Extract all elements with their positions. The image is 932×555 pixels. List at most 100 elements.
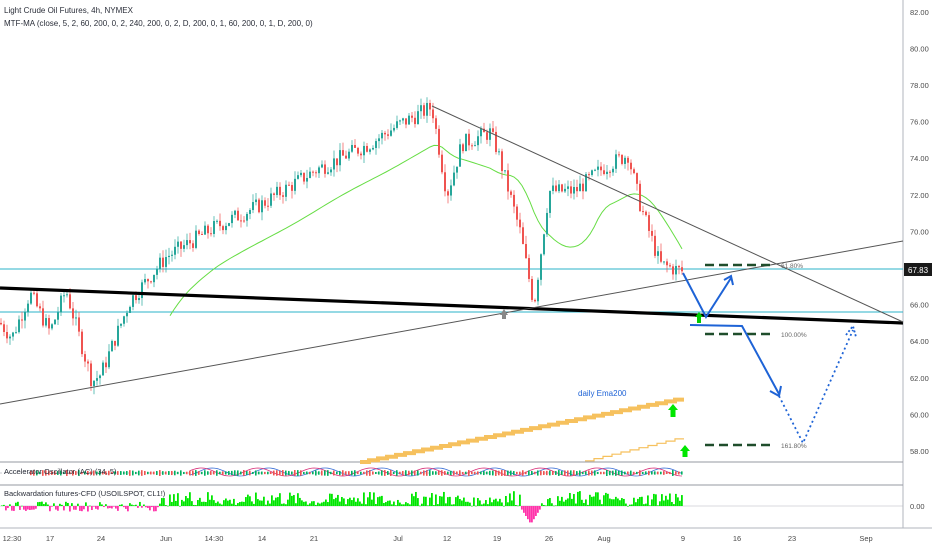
- backwardation-bar-positive: [459, 498, 461, 506]
- forecast-solid-path[interactable]: [682, 272, 732, 319]
- backwardation-bar-positive: [579, 491, 581, 506]
- candle-up: [453, 172, 455, 186]
- backwardation-bar-negative: [79, 506, 81, 511]
- forecast-drop-path[interactable]: [689, 324, 780, 395]
- backwardation-bar-positive: [467, 501, 469, 506]
- trendlines[interactable]: [0, 105, 904, 405]
- candle-down: [522, 227, 524, 245]
- candle-up: [168, 255, 170, 258]
- candle-down: [279, 186, 281, 196]
- backwardation-bar-positive: [475, 505, 477, 507]
- backwardation-bar-positive: [433, 505, 435, 506]
- ac-bar: [675, 471, 677, 475]
- rising-trendline[interactable]: [0, 240, 904, 405]
- backwardation-bar-positive: [517, 505, 519, 507]
- candle-down: [324, 164, 326, 174]
- backwardation-bar-positive: [379, 496, 381, 506]
- backwardation-bar-positive: [285, 504, 287, 506]
- time-tick-label: 17: [46, 534, 54, 543]
- ac-bar: [405, 470, 407, 476]
- backwardation-bar-positive: [411, 493, 413, 506]
- candle-up: [129, 306, 131, 313]
- candle-down: [384, 132, 386, 135]
- backwardation-bar-positive: [175, 500, 177, 506]
- candle-down: [36, 293, 38, 307]
- backwardation-bar-positive: [639, 497, 641, 506]
- backwardation-bar-positive: [443, 491, 445, 506]
- ac-bar: [120, 471, 122, 475]
- ac-bar: [570, 470, 572, 476]
- ac-bar: [522, 470, 524, 476]
- backwardation-bar-positive: [465, 501, 467, 506]
- price-tick-label: 72.00: [910, 191, 929, 200]
- candle-down: [660, 251, 662, 262]
- ac-bar: [597, 471, 599, 475]
- bold-support-trendline[interactable]: [0, 286, 904, 325]
- fib-levels[interactable]: 61.80% 100.00% 161.80%: [705, 263, 807, 450]
- backwardation-bar-positive: [233, 498, 235, 506]
- price-axis[interactable]: 82.0080.0078.0076.0074.0072.0070.0068.00…: [910, 8, 929, 456]
- ac-bar: [78, 470, 80, 476]
- ac-bar: [249, 470, 251, 476]
- candle-up: [399, 120, 401, 122]
- backwardation-bar-positive: [143, 504, 145, 506]
- descending-trendline[interactable]: [431, 105, 904, 323]
- backwardation-bar-positive: [437, 504, 439, 506]
- backwardation-bar-negative: [23, 506, 25, 510]
- backwardation-bar-positive: [371, 499, 373, 506]
- backwardation-bar-positive: [183, 501, 185, 506]
- forecast-path[interactable]: [682, 272, 857, 446]
- candle-up: [615, 154, 617, 169]
- ac-bar: [468, 470, 470, 476]
- horizontal-levels[interactable]: [0, 268, 903, 313]
- up-arrow-icon: [695, 312, 703, 323]
- ac-bar: [480, 471, 482, 475]
- backwardation-bar-positive: [207, 492, 209, 506]
- backwardation-bar-positive: [269, 503, 271, 506]
- backwardation-bar-positive: [621, 498, 623, 506]
- backwardation-bar-positive: [241, 501, 243, 506]
- ac-bar: [111, 471, 113, 475]
- candle-up: [285, 184, 287, 197]
- candle-up: [378, 138, 380, 142]
- backwardation-bar-positive: [503, 505, 505, 507]
- backwardation-bar-positive: [601, 504, 603, 506]
- ac-bar: [108, 470, 110, 476]
- ac-bar: [510, 470, 512, 476]
- backwardation-bar-positive: [179, 505, 181, 507]
- ac-bar: [672, 470, 674, 476]
- backwardation-bar-negative: [115, 506, 117, 509]
- ac-bar: [126, 471, 128, 475]
- candle-down: [291, 185, 293, 191]
- ac-bar: [462, 471, 464, 475]
- price-tick-label: 80.00: [910, 44, 929, 53]
- last-price-label: 67.83: [908, 266, 929, 275]
- ac-bar: [639, 470, 641, 476]
- candle-down: [147, 279, 149, 282]
- symbol-title: Light Crude Oil Futures, 4h, NYMEX: [4, 6, 133, 15]
- backwardation-bar-positive: [669, 493, 671, 506]
- forecast-dotted-path[interactable]: [778, 329, 854, 446]
- ac-bar: [648, 470, 650, 476]
- backwardation-bar-positive: [363, 492, 365, 506]
- ac-bar: [153, 471, 155, 475]
- backwardation-bar-positive: [283, 503, 285, 506]
- ac-bar: [72, 470, 74, 476]
- candle-down: [672, 266, 674, 275]
- backwardation-bar-negative: [125, 506, 127, 509]
- ac-bar: [216, 470, 218, 476]
- candle-up: [504, 170, 506, 172]
- forecast-solid-arrowhead-a: [723, 274, 734, 286]
- backwardation-bar-negative: [529, 506, 531, 523]
- backwardation-bar-positive: [677, 497, 679, 506]
- backwardation-bar-negative: [5, 506, 7, 511]
- backwardation-bar-negative: [31, 506, 33, 510]
- ac-bar: [165, 471, 167, 475]
- ac-bar: [360, 471, 362, 475]
- candle-up: [117, 325, 119, 346]
- time-axis[interactable]: 12:30 17 24 Jun 14:30 14 21 Jul 12 19 26 Aug 9 16 23 Se…: [3, 534, 873, 543]
- backwardation-bar-positive: [661, 494, 663, 506]
- candle-up: [552, 185, 554, 191]
